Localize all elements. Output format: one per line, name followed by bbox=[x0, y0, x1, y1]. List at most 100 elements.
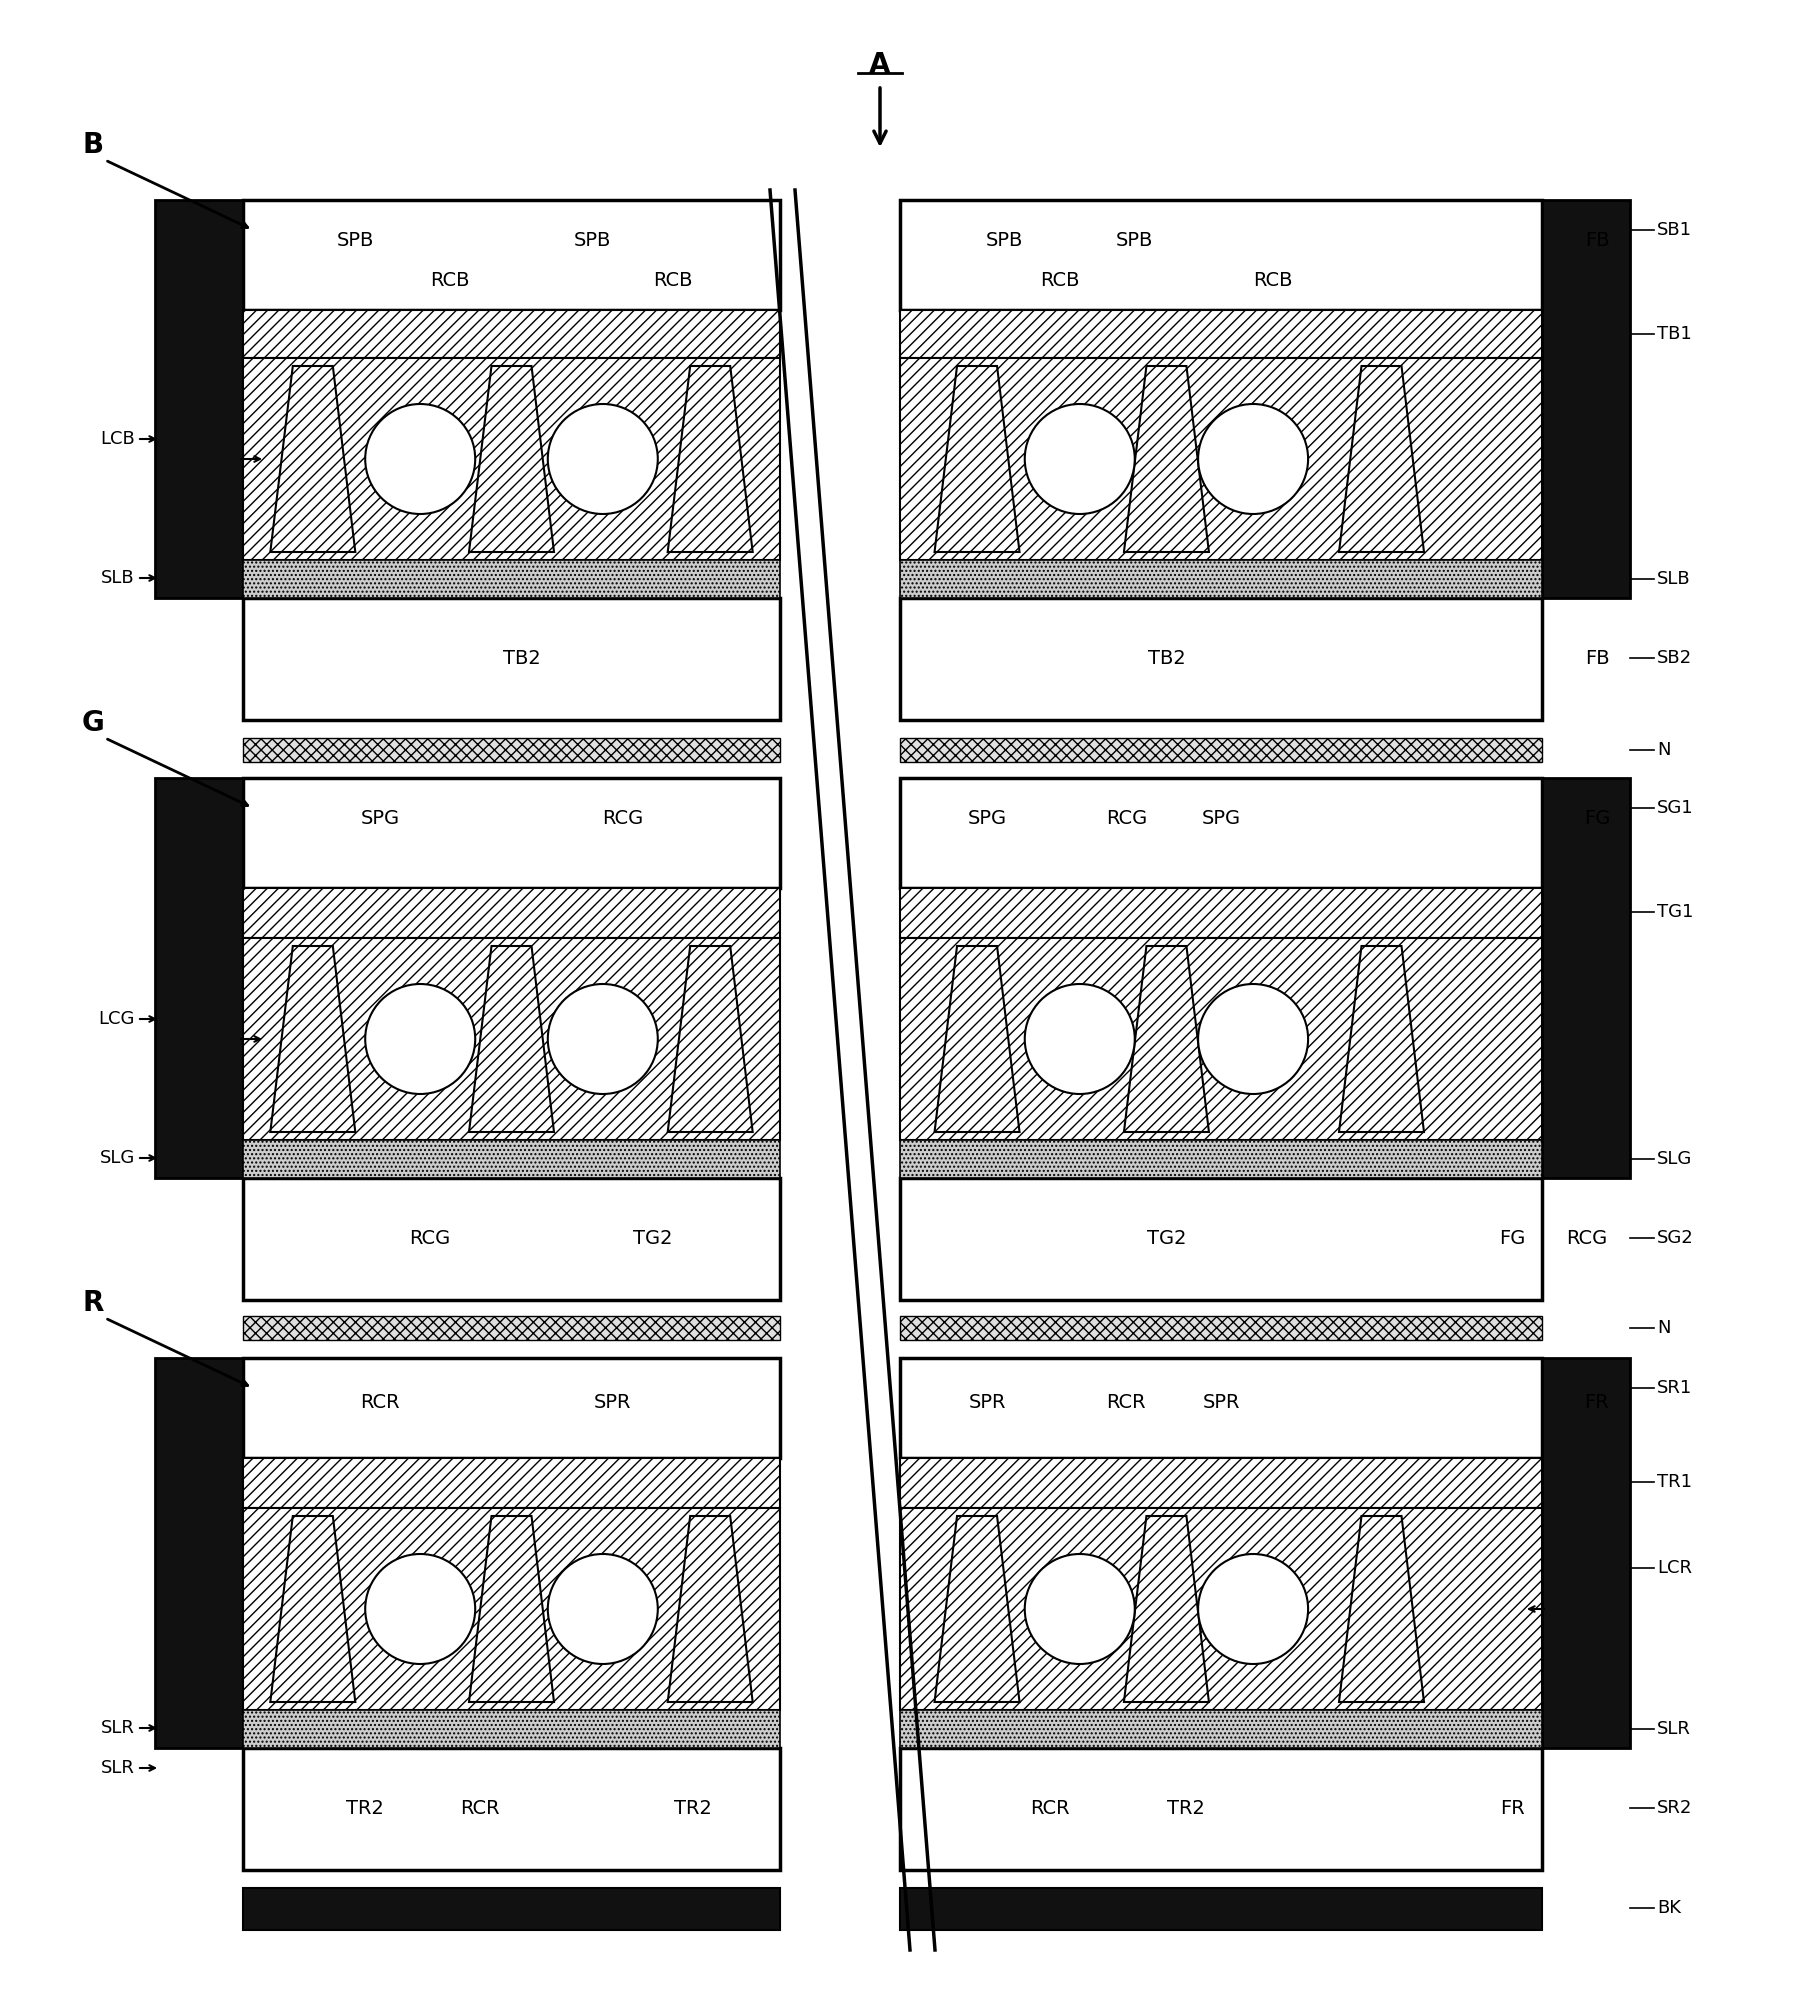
Text: SLG: SLG bbox=[1657, 1150, 1693, 1168]
Text: SLB: SLB bbox=[101, 569, 135, 587]
Text: SLR: SLR bbox=[101, 1719, 135, 1738]
Text: SG2: SG2 bbox=[1657, 1229, 1695, 1247]
Circle shape bbox=[1199, 1555, 1308, 1663]
Text: RCB: RCB bbox=[1253, 271, 1292, 290]
Text: LCG: LCG bbox=[99, 1010, 135, 1028]
Bar bbox=[243, 1888, 780, 1931]
Text: R: R bbox=[83, 1289, 104, 1317]
Polygon shape bbox=[934, 1516, 1019, 1701]
Text: FB: FB bbox=[1585, 648, 1610, 668]
Text: RCG: RCG bbox=[410, 1229, 451, 1247]
Text: SLR: SLR bbox=[1657, 1719, 1691, 1738]
Polygon shape bbox=[668, 366, 753, 551]
Bar bbox=[1542, 778, 1630, 1178]
Text: BK: BK bbox=[1657, 1898, 1680, 1916]
Text: SPB: SPB bbox=[987, 231, 1024, 249]
Text: N: N bbox=[1657, 1319, 1671, 1337]
Bar bbox=[900, 1458, 1542, 1508]
Bar bbox=[1542, 1357, 1630, 1748]
Text: RCR: RCR bbox=[1030, 1798, 1069, 1818]
Text: SLR: SLR bbox=[101, 1760, 135, 1778]
Bar bbox=[243, 1709, 780, 1748]
Text: FB: FB bbox=[1585, 231, 1610, 249]
Text: TG2: TG2 bbox=[633, 1229, 672, 1247]
Bar bbox=[243, 1315, 780, 1339]
Text: RCG: RCG bbox=[1567, 1229, 1608, 1247]
Text: TR2: TR2 bbox=[674, 1798, 712, 1818]
Circle shape bbox=[548, 983, 658, 1094]
Text: FR: FR bbox=[1585, 1394, 1610, 1412]
Polygon shape bbox=[668, 945, 753, 1132]
Bar bbox=[900, 559, 1542, 597]
Text: RCR: RCR bbox=[1107, 1394, 1146, 1412]
Text: SB2: SB2 bbox=[1657, 650, 1693, 668]
Bar bbox=[1542, 199, 1630, 597]
Polygon shape bbox=[1123, 1516, 1209, 1701]
Circle shape bbox=[1199, 983, 1308, 1094]
Bar bbox=[900, 310, 1542, 358]
Bar bbox=[900, 1178, 1542, 1299]
Polygon shape bbox=[1339, 945, 1423, 1132]
Text: SPG: SPG bbox=[361, 808, 399, 827]
Text: FG: FG bbox=[1499, 1229, 1526, 1247]
Text: SR2: SR2 bbox=[1657, 1800, 1693, 1818]
Bar bbox=[243, 199, 780, 310]
Polygon shape bbox=[934, 945, 1019, 1132]
Bar bbox=[900, 1748, 1542, 1870]
Text: SLB: SLB bbox=[1657, 569, 1691, 587]
Text: SLG: SLG bbox=[101, 1148, 135, 1166]
Bar bbox=[243, 937, 780, 1140]
Text: SG1: SG1 bbox=[1657, 798, 1693, 816]
Text: TR2: TR2 bbox=[1168, 1798, 1206, 1818]
Circle shape bbox=[365, 404, 474, 515]
Text: A: A bbox=[870, 50, 891, 78]
Bar bbox=[900, 738, 1542, 762]
Polygon shape bbox=[270, 1516, 356, 1701]
Circle shape bbox=[365, 983, 474, 1094]
Bar bbox=[155, 1357, 243, 1748]
Bar bbox=[900, 937, 1542, 1140]
Text: TB2: TB2 bbox=[503, 648, 541, 668]
Text: SPG: SPG bbox=[967, 808, 1006, 827]
Text: FR: FR bbox=[1500, 1798, 1524, 1818]
Text: SPG: SPG bbox=[1202, 808, 1242, 827]
Polygon shape bbox=[469, 945, 553, 1132]
Bar bbox=[243, 358, 780, 559]
Bar bbox=[900, 889, 1542, 937]
Text: RCG: RCG bbox=[602, 808, 643, 827]
Bar bbox=[243, 778, 780, 889]
Circle shape bbox=[1024, 983, 1134, 1094]
Bar bbox=[900, 597, 1542, 720]
Polygon shape bbox=[270, 366, 356, 551]
Bar bbox=[243, 1178, 780, 1299]
Bar bbox=[900, 1508, 1542, 1709]
Circle shape bbox=[548, 404, 658, 515]
Text: SPB: SPB bbox=[336, 231, 374, 249]
Bar bbox=[900, 1357, 1542, 1458]
Bar bbox=[155, 199, 243, 597]
Text: RCG: RCG bbox=[1105, 808, 1146, 827]
Text: RCB: RCB bbox=[1040, 271, 1080, 290]
Bar bbox=[900, 358, 1542, 559]
Text: RCB: RCB bbox=[652, 271, 692, 290]
Bar bbox=[900, 1140, 1542, 1178]
Text: RCB: RCB bbox=[431, 271, 471, 290]
Polygon shape bbox=[469, 1516, 553, 1701]
Text: SR1: SR1 bbox=[1657, 1380, 1693, 1398]
Text: TR2: TR2 bbox=[347, 1798, 385, 1818]
Polygon shape bbox=[1339, 366, 1423, 551]
Polygon shape bbox=[1339, 1516, 1423, 1701]
Bar bbox=[243, 1357, 780, 1458]
Bar bbox=[243, 1140, 780, 1178]
Text: TB2: TB2 bbox=[1148, 648, 1186, 668]
Text: B: B bbox=[83, 131, 104, 159]
Text: SPR: SPR bbox=[595, 1394, 631, 1412]
Bar bbox=[243, 1748, 780, 1870]
Circle shape bbox=[1024, 1555, 1134, 1663]
Text: SB1: SB1 bbox=[1657, 221, 1693, 239]
Text: SPB: SPB bbox=[573, 231, 611, 249]
Polygon shape bbox=[270, 945, 356, 1132]
Polygon shape bbox=[668, 1516, 753, 1701]
Text: SPR: SPR bbox=[969, 1394, 1006, 1412]
Text: FG: FG bbox=[1583, 808, 1610, 827]
